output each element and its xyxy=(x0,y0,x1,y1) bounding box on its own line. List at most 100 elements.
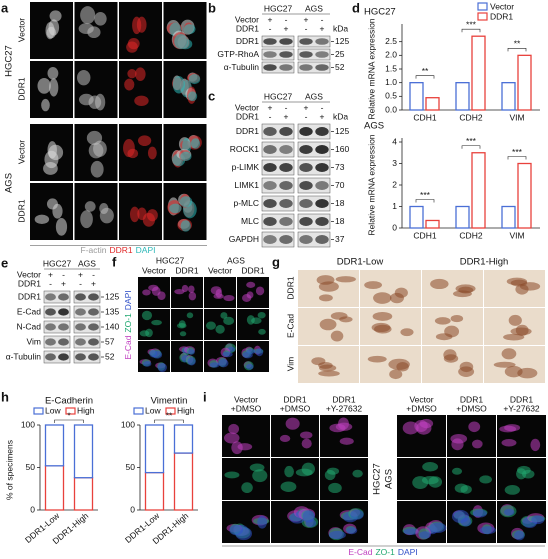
stain-legend: E-Cad ZO-1 DAPI xyxy=(123,290,133,359)
cell xyxy=(246,349,256,354)
band xyxy=(263,235,277,244)
bar xyxy=(455,82,470,111)
cell xyxy=(479,475,492,484)
cell xyxy=(514,530,525,541)
band xyxy=(299,145,313,154)
column-header: +DMSO xyxy=(456,403,487,413)
cell xyxy=(510,279,528,287)
band xyxy=(299,217,313,226)
chart-title: HGC27 xyxy=(364,7,396,18)
chart-title: Vimentin xyxy=(151,396,188,407)
cell xyxy=(80,210,93,229)
panel-label: a xyxy=(1,0,9,15)
column-header: +Y-27632 xyxy=(503,403,540,413)
band xyxy=(279,51,293,58)
cell xyxy=(516,468,527,480)
band xyxy=(279,163,293,172)
cell xyxy=(188,91,198,102)
cell xyxy=(172,76,186,94)
kda: 57 xyxy=(105,336,115,346)
band xyxy=(88,308,99,316)
cell-line-label: HGC27 xyxy=(4,45,15,77)
legend-swatch xyxy=(133,407,144,415)
cell xyxy=(444,325,460,338)
sign: - xyxy=(305,23,308,33)
cell xyxy=(124,78,135,91)
legend-label: Low xyxy=(45,405,61,415)
cell xyxy=(127,38,140,50)
bar xyxy=(501,205,516,229)
x-tick-label: CDH2 xyxy=(459,230,482,240)
header: AGS xyxy=(305,3,323,13)
stain: DAPI xyxy=(123,290,133,310)
cell xyxy=(372,312,393,321)
cell xyxy=(241,482,253,494)
cell xyxy=(49,10,62,22)
sign: + xyxy=(284,23,289,33)
cell xyxy=(178,320,186,328)
cell xyxy=(257,515,268,529)
condition-label: DDR1 xyxy=(16,199,26,222)
bar-segment xyxy=(44,424,65,467)
cell xyxy=(186,312,194,319)
column-header: DDR1 xyxy=(283,394,306,404)
cell xyxy=(205,321,216,330)
row-label: E-Cad xyxy=(285,314,295,338)
cell xyxy=(246,363,254,370)
row-label: Vector xyxy=(235,102,259,112)
band xyxy=(75,293,86,301)
blot-label: GAPDH xyxy=(229,234,259,244)
band xyxy=(315,64,329,71)
kda: 25 xyxy=(335,49,345,59)
y-axis-label: Relative mRNA expression xyxy=(366,134,376,235)
y-tick-label: 1.0 xyxy=(385,77,397,87)
band xyxy=(88,338,99,346)
band xyxy=(315,145,329,154)
row-label: Vector xyxy=(235,14,259,24)
cell xyxy=(134,95,149,107)
y-axis-label: Relative mRNA expression xyxy=(366,18,376,119)
legend-label: High xyxy=(177,405,195,415)
sign: - xyxy=(79,278,82,288)
sig-bracket xyxy=(461,145,481,149)
cell xyxy=(319,318,337,331)
cell xyxy=(149,350,158,358)
cell xyxy=(510,327,532,336)
cell xyxy=(210,286,222,295)
cell xyxy=(319,364,337,372)
column-header: DDR1 xyxy=(460,394,483,404)
blot xyxy=(297,35,331,48)
band xyxy=(263,199,277,208)
x-tick-label: VIM xyxy=(509,230,524,240)
band xyxy=(315,199,329,208)
kda: 37 xyxy=(335,234,345,244)
row-label: Vector xyxy=(17,269,41,279)
cell xyxy=(301,462,315,476)
band xyxy=(279,181,293,190)
condition-label: Vector xyxy=(16,18,26,42)
cell xyxy=(328,530,346,540)
sign: - xyxy=(269,111,272,121)
group-label: DDR1-Low xyxy=(337,257,384,268)
row-label: Vim xyxy=(285,357,295,372)
sign: - xyxy=(62,269,65,279)
cell xyxy=(454,483,468,493)
cell xyxy=(430,278,449,290)
cell xyxy=(300,431,313,439)
band xyxy=(315,163,329,172)
y-tick-label: 0 xyxy=(130,504,135,514)
cell xyxy=(151,286,161,296)
image xyxy=(30,183,73,240)
column-header: +DMSO xyxy=(231,403,262,413)
band xyxy=(279,217,293,226)
band xyxy=(263,64,277,71)
legend-swatch xyxy=(33,407,44,415)
cell xyxy=(179,196,193,208)
cell xyxy=(284,465,294,478)
band xyxy=(263,217,277,226)
panel-label: d xyxy=(352,0,360,15)
cell xyxy=(302,510,315,523)
band xyxy=(315,181,329,190)
cell xyxy=(127,69,137,79)
unit: kDa xyxy=(333,23,348,33)
